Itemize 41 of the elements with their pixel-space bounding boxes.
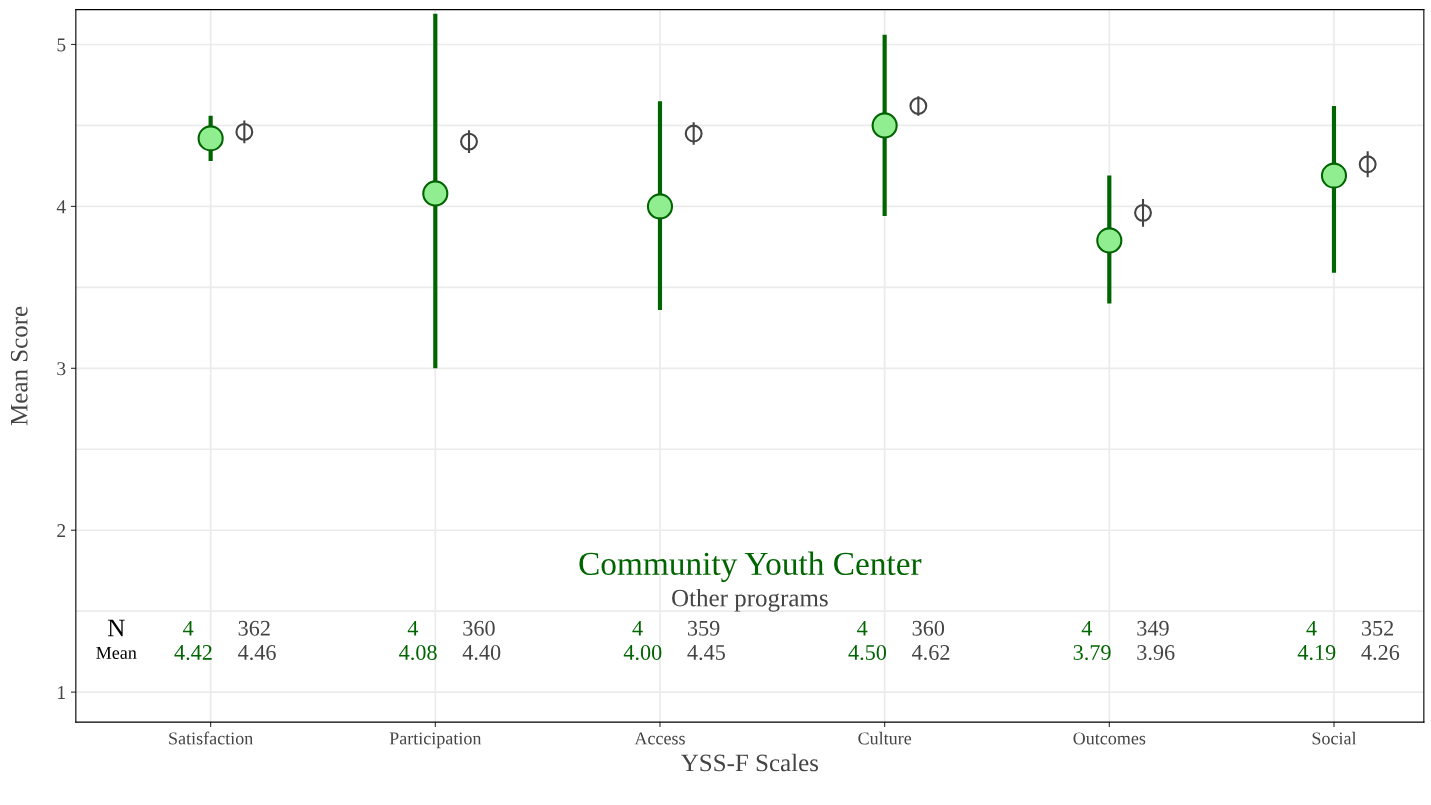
annotation: 4.50 [848, 644, 887, 661]
annotation: 3.79 [1073, 645, 1111, 661]
y-tick-label: 3 [57, 362, 66, 376]
y-tick-label: 4 [56, 200, 66, 214]
annotation: 4.40 [462, 644, 501, 661]
annotation: 4.46 [238, 645, 276, 661]
annotation: 4.08 [399, 644, 437, 661]
annotation: 4.19 [1297, 645, 1336, 661]
y-tick-label: 5 [57, 38, 66, 52]
annotation: 4 [857, 620, 868, 636]
annotation: 4.00 [623, 644, 662, 661]
y-tick-label: 2 [57, 524, 66, 537]
x-tick-label: Culture [858, 731, 912, 745]
annotation: 4.45 [687, 645, 725, 661]
annotation: 4 [632, 620, 643, 636]
annotation: 360 [463, 620, 495, 636]
annotation: 3.96 [1137, 645, 1175, 661]
annotation: 4.26 [1361, 645, 1400, 661]
annotation: Mean [96, 646, 137, 659]
annotation: N [107, 619, 125, 637]
annotation: 4.62 [912, 645, 950, 661]
text: Other programs [672, 588, 828, 612]
annotation: 4.42 [174, 645, 212, 661]
annotation: 4 [183, 620, 194, 636]
y-tick-label: 1 [58, 686, 65, 699]
x-tick-label: Participation [389, 732, 482, 749]
annotation: 352 [1362, 620, 1394, 636]
y-axis-title: Mean Score [10, 306, 28, 426]
annotation: 362 [238, 620, 270, 636]
annotation: 349 [1137, 620, 1169, 636]
x-tick-label: Satisfaction [169, 731, 253, 745]
x-tick-label: Outcomes [1073, 732, 1146, 745]
annotation: 4 [1081, 620, 1093, 636]
annotation: 360 [912, 620, 945, 636]
x-tick-label: Social [1312, 731, 1357, 745]
text: Community Youth Center [579, 551, 922, 582]
annotation: 4 [407, 620, 419, 636]
annotation: 359 [688, 620, 720, 636]
x-tick-label: Access [634, 732, 685, 745]
annotation: 4 [1306, 620, 1317, 636]
x-axis-title: YSS-F Scales [681, 753, 819, 772]
